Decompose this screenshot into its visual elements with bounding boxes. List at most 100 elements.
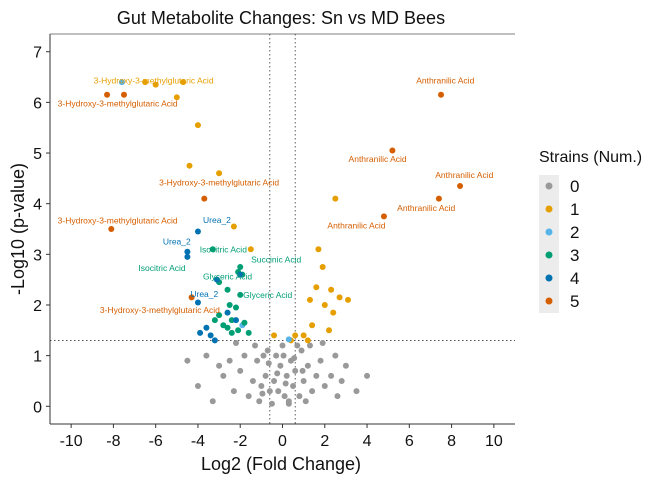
- data-point-strains-0: [280, 352, 287, 359]
- data-point-strains-0: [266, 388, 273, 395]
- point-annotation: 3-Hydroxy-3-methylglutaric Acid: [58, 98, 178, 108]
- legend-key-0: [545, 182, 553, 190]
- x-tick-label: -2: [233, 433, 247, 450]
- point-annotation: Anthranilic Acid: [349, 154, 407, 164]
- legend-key-1: [545, 205, 553, 213]
- data-point-strains-0: [256, 398, 263, 405]
- point-annotation: 3-Hydroxy-3-methylglutaric Acid: [94, 76, 214, 86]
- data-point-strains-2: [285, 336, 292, 343]
- y-tick-label: 1: [33, 349, 42, 366]
- data-point-strains-0: [203, 352, 210, 359]
- data-point-strains-3: [211, 317, 218, 324]
- data-point-strains-0: [268, 400, 275, 407]
- data-point-strains-0: [302, 398, 309, 405]
- data-point-strains-1: [271, 332, 278, 339]
- data-point-strains-5: [120, 91, 127, 98]
- data-point-strains-0: [233, 339, 239, 346]
- point-annotation: Anthranilic Acid: [435, 170, 493, 180]
- legend-title: Strains (Num.): [539, 149, 642, 166]
- data-point-strains-1: [216, 170, 223, 177]
- y-tick-label: 3: [33, 247, 42, 264]
- data-point-strains-0: [209, 398, 216, 405]
- data-point-strains-1: [336, 294, 343, 301]
- data-point-strains-1: [304, 337, 311, 344]
- data-point-strains-1: [306, 296, 313, 303]
- data-point-strains-0: [254, 357, 261, 364]
- data-point-strains-0: [338, 377, 345, 384]
- point-annotation: Anthranilic Acid: [327, 220, 385, 230]
- data-point-strains-4: [237, 271, 244, 278]
- data-point-strains-1: [247, 246, 254, 253]
- point-annotation: Urea_2: [163, 237, 191, 247]
- data-point-strains-1: [194, 122, 201, 129]
- data-point-strains-5: [457, 182, 464, 189]
- x-axis-title: Log2 (Fold Change): [201, 454, 361, 474]
- legend-label: 5: [570, 292, 579, 311]
- data-point-strains-4: [213, 276, 220, 283]
- data-point-strains-0: [332, 352, 339, 359]
- data-point-strains-3: [233, 304, 239, 311]
- point-annotation: 3-Hydroxy-3-methylglutaric Acid: [159, 177, 279, 187]
- data-point-strains-2: [118, 79, 125, 86]
- data-point-strains-0: [283, 372, 290, 379]
- x-tick-label: 10: [485, 433, 503, 450]
- x-tick-label: 2: [320, 433, 329, 450]
- data-point-strains-0: [299, 367, 306, 374]
- x-tick-label: 0: [278, 433, 287, 450]
- data-point-strains-3: [228, 317, 235, 324]
- point-annotation: Anthranilic Acid: [416, 76, 474, 86]
- data-point-strains-0: [353, 388, 360, 395]
- data-point-strains-1: [313, 284, 320, 291]
- data-point-strains-0: [281, 393, 288, 400]
- data-point-strains-4: [211, 337, 218, 344]
- x-tick-label: 8: [447, 433, 456, 450]
- data-point-strains-0: [252, 342, 259, 349]
- data-point-strains-1: [142, 79, 149, 86]
- data-point-strains-0: [273, 352, 280, 359]
- point-annotation: Glyceric Acid: [203, 272, 252, 282]
- data-point-strains-5: [380, 213, 387, 220]
- data-point-strains-0: [220, 372, 227, 379]
- data-point-strains-0: [282, 380, 289, 387]
- legend-label: 1: [570, 200, 579, 219]
- data-point-strains-1: [292, 332, 299, 339]
- data-point-strains-0: [277, 362, 284, 369]
- data-point-strains-0: [298, 347, 305, 354]
- data-point-strains-0: [306, 342, 313, 349]
- data-point-strains-0: [291, 355, 298, 362]
- data-point-strains-3: [237, 263, 244, 270]
- point-annotation: 3-Hydroxy-3-methylglutaric Acid: [100, 305, 220, 315]
- data-point-strains-4: [197, 329, 204, 336]
- data-point-strains-1: [345, 296, 352, 303]
- point-annotation: Anthranilic Acid: [397, 203, 455, 213]
- point-annotation: Isocitric Acid: [200, 244, 248, 254]
- data-point-strains-1: [315, 246, 322, 253]
- point-annotation: Isocitric Acid: [138, 263, 186, 273]
- data-point-strains-5: [201, 195, 208, 202]
- data-point-strains-0: [226, 357, 233, 364]
- data-point-strains-0: [216, 362, 223, 369]
- data-point-strains-0: [275, 388, 282, 395]
- data-point-strains-4: [203, 324, 210, 331]
- data-point-strains-1: [230, 223, 237, 230]
- point-annotation: 3-Hydroxy-3-methylglutaric Acid: [58, 215, 178, 225]
- data-point-strains-3: [226, 301, 233, 308]
- data-point-strains-4: [184, 253, 191, 260]
- point-annotation: Urea_2: [203, 215, 231, 225]
- x-tick-label: 6: [405, 433, 414, 450]
- y-axis-title: -Log10 (p-value): [8, 163, 28, 295]
- data-point-strains-1: [180, 79, 187, 86]
- x-tick-label: -8: [106, 433, 120, 450]
- legend-label: 0: [570, 177, 579, 196]
- y-tick-label: 6: [33, 95, 42, 112]
- data-point-strains-0: [265, 360, 272, 367]
- data-point-strains-1: [328, 286, 335, 293]
- data-point-strains-0: [313, 372, 320, 379]
- x-tick-label: 4: [363, 433, 372, 450]
- y-axis: 0 1 2 3 4 5 6 7: [33, 45, 50, 416]
- data-point-strains-0: [264, 347, 271, 354]
- data-point-strains-0: [194, 383, 201, 390]
- plot-area: 3-Hydroxy-3-methylglutaric Acid 3-Hydroxy…: [49, 33, 515, 425]
- data-point-strains-5: [438, 91, 445, 98]
- data-point-strains-1: [300, 332, 307, 339]
